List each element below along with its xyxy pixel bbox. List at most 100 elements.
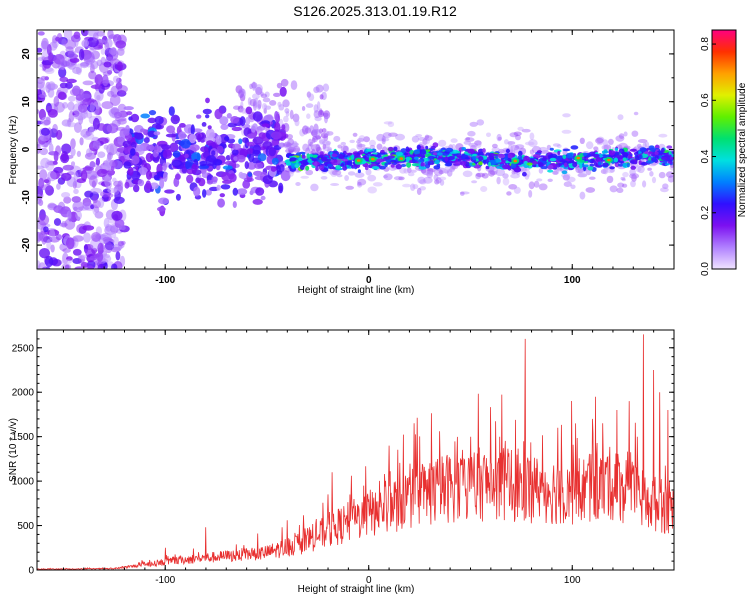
transition-blob [211, 150, 216, 156]
noise-blob [62, 164, 74, 171]
halo-blob [504, 139, 509, 145]
x-tick-label: -100 [155, 275, 175, 286]
halo-blob [383, 173, 393, 181]
band-blob [305, 165, 310, 171]
transition-blob [228, 173, 237, 183]
noise-blob [89, 162, 97, 168]
band-blob [639, 147, 647, 153]
noise-blob [58, 67, 67, 78]
halo-blob [410, 169, 417, 173]
plume-blob [324, 114, 328, 124]
band-blob [654, 151, 659, 155]
spectrogram-heatmap [37, 30, 674, 269]
band-blob [472, 156, 477, 161]
band-blob [665, 163, 670, 166]
halo-blob [471, 180, 478, 184]
band-blob [331, 153, 338, 157]
halo-blob [309, 141, 314, 147]
band-blob [425, 145, 429, 150]
halo-blob [465, 137, 471, 141]
halo-blob [305, 169, 314, 176]
halo-blob [459, 191, 470, 195]
noise-blob [44, 255, 54, 268]
band-blob [593, 161, 598, 167]
halo-blob [496, 176, 501, 185]
transition-blob [181, 166, 188, 174]
band-blob [573, 153, 577, 157]
band-blob [507, 158, 512, 162]
transition-blob [220, 184, 231, 190]
peak-point [513, 159, 518, 163]
halo-blob [369, 139, 376, 147]
noise-blob [104, 78, 109, 84]
transition-blob [175, 193, 181, 201]
noise-blob [47, 109, 58, 118]
band-blob [517, 155, 523, 161]
halo-blob [357, 181, 363, 188]
halo-blob [358, 135, 366, 143]
halo-blob [547, 178, 553, 182]
transition-blob [246, 141, 255, 147]
halo-blob [586, 141, 594, 150]
band-blob [609, 150, 616, 156]
y-tick-label: 500 [17, 521, 34, 532]
band-blob [302, 160, 309, 166]
transition-blob [238, 171, 244, 179]
noise-blob [37, 109, 40, 115]
plume-blob [254, 84, 263, 94]
halo-blob [352, 132, 358, 137]
band-blob [379, 165, 386, 170]
halo-blob [331, 170, 342, 176]
band-blob [357, 169, 361, 174]
noise-blob [48, 52, 54, 63]
halo-blob [383, 121, 393, 125]
plume-blob [308, 93, 315, 101]
halo-blob [662, 183, 669, 189]
noise-blob [97, 263, 105, 269]
peak-point [607, 158, 611, 162]
halo-blob [464, 137, 475, 142]
halo-blob [533, 180, 540, 188]
halo-blob [525, 169, 531, 178]
noise-blob [71, 114, 84, 119]
noise-blob [39, 169, 48, 181]
plume-blob [301, 106, 306, 111]
transition-blob [126, 111, 133, 116]
halo-blob [497, 136, 502, 141]
halo-blob [488, 166, 499, 175]
noise-blob [45, 116, 51, 122]
transition-blob [146, 170, 152, 180]
transition-blob [219, 116, 229, 126]
band-blob [547, 169, 554, 173]
transition-blob [278, 142, 286, 148]
transition-blob [279, 86, 287, 97]
band-blob [497, 153, 506, 159]
noise-blob [98, 39, 106, 44]
halo-blob [376, 133, 385, 142]
halo-blob [354, 172, 365, 178]
halo-blob [305, 147, 311, 156]
noise-blob [60, 259, 72, 265]
band-blob [618, 148, 625, 154]
transition-blob [196, 114, 202, 119]
halo-blob [320, 176, 328, 180]
transition-blob [268, 147, 276, 157]
halo-blob [451, 143, 456, 150]
band-blob [660, 156, 667, 161]
snr-frame [36, 329, 675, 571]
band-blob [614, 147, 619, 152]
band-blob [383, 156, 391, 160]
halo-blob [438, 139, 447, 147]
noise-blob [89, 125, 94, 135]
band-blob [522, 171, 527, 177]
transition-blob [171, 159, 183, 168]
halo-blob [310, 183, 319, 192]
spectrogram-x-axis-label: Height of straight line (km) [298, 285, 415, 296]
plume-blob [238, 88, 245, 97]
transition-blob [133, 184, 140, 193]
noise-blob [66, 78, 77, 84]
peak-point [399, 157, 404, 160]
band-blob [562, 148, 571, 152]
transition-blob [202, 108, 212, 115]
halo-blob [623, 131, 628, 137]
